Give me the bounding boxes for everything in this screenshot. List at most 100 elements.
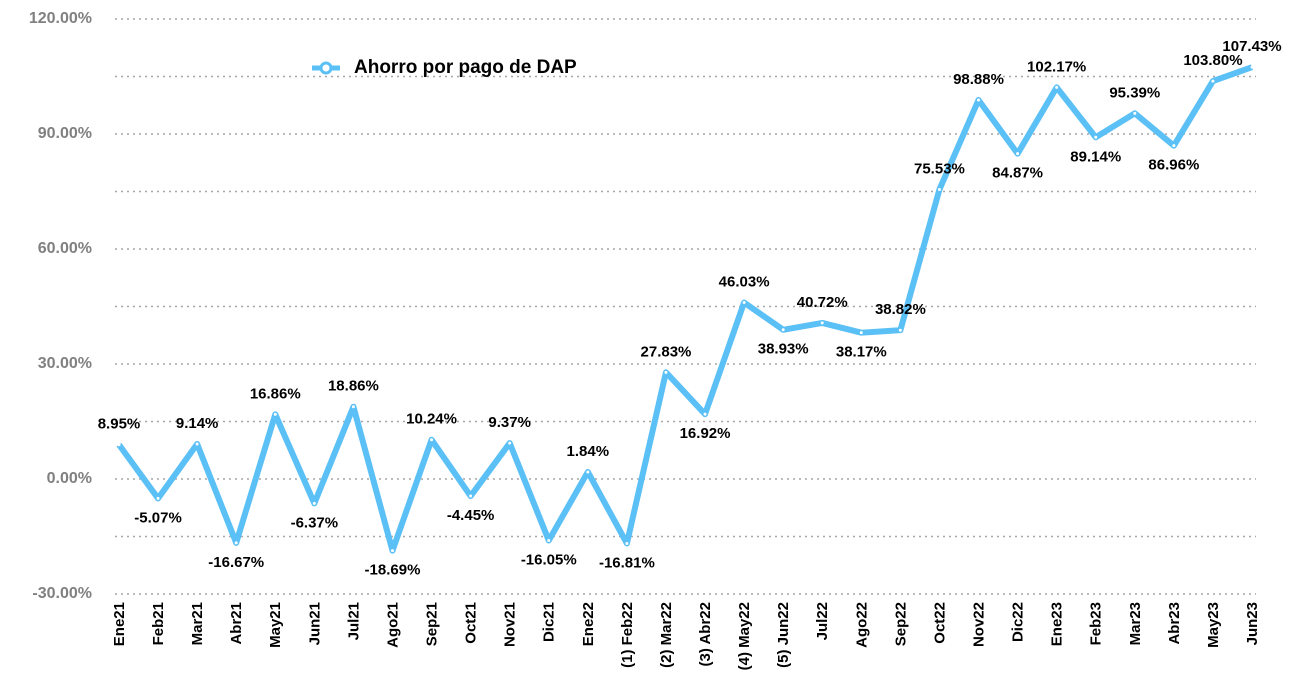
point (508, 441, 512, 445)
data-label: 8.95% (98, 416, 141, 433)
x-tick-label: Dic21 (541, 602, 558, 642)
x-tick-label: May23 (1205, 602, 1222, 648)
x-tick-label: (3) Abr22 (697, 602, 714, 666)
point (547, 539, 551, 543)
point (742, 301, 746, 305)
point (1094, 135, 1098, 139)
x-tick-label: (2) Mar22 (658, 602, 675, 668)
y-tick-label: -30.00% (32, 585, 92, 602)
point (234, 541, 238, 545)
point (898, 328, 902, 332)
data-label: -5.07% (134, 509, 182, 526)
data-label: -16.05% (521, 551, 577, 568)
data-label: 46.03% (719, 274, 770, 291)
x-tick-label: (4) May22 (736, 602, 753, 670)
point (156, 496, 160, 500)
data-label: 38.93% (758, 341, 809, 358)
point (430, 438, 434, 442)
series-line (116, 64, 1254, 554)
point (586, 470, 590, 474)
x-tick-label: Oct21 (463, 602, 480, 644)
x-tick-label: Jun23 (1244, 602, 1261, 645)
point (820, 321, 824, 325)
x-tick-label: Feb23 (1088, 602, 1105, 645)
data-label: -16.67% (208, 554, 264, 571)
point (1211, 79, 1215, 83)
data-label: 10.24% (406, 411, 457, 428)
data-label: 95.39% (1109, 84, 1160, 101)
y-tick-label: 120.00% (29, 10, 92, 27)
data-label: 9.37% (488, 414, 531, 431)
point (937, 187, 941, 191)
x-tick-label: Ago22 (853, 602, 870, 648)
x-tick-label: Mar21 (189, 602, 206, 645)
x-tick-label: Mar23 (1127, 602, 1144, 645)
point (1172, 144, 1176, 148)
data-label: -16.81% (599, 554, 655, 571)
data-label: 98.88% (953, 71, 1004, 88)
point (703, 412, 707, 416)
legend-label: Ahorro por pago de DAP (354, 57, 577, 78)
data-label: -18.69% (365, 562, 421, 579)
x-tick-label: Jul22 (814, 602, 831, 640)
legend-marker (319, 61, 333, 75)
data-label: 89.14% (1070, 148, 1121, 165)
y-tick-label: 0.00% (47, 470, 92, 487)
x-tick-label: May21 (267, 602, 284, 648)
point (390, 549, 394, 553)
x-tick-label: Ene21 (111, 602, 128, 646)
x-tick-label: Ago21 (384, 602, 401, 648)
data-label: 84.87% (992, 165, 1043, 182)
x-tick-label: Abr21 (228, 602, 245, 645)
data-label: 38.82% (875, 301, 926, 318)
x-tick-label: Jul21 (345, 602, 362, 640)
data-label: 1.84% (567, 443, 610, 460)
data-label: -6.37% (291, 514, 339, 531)
point (312, 501, 316, 505)
point (351, 405, 355, 409)
point (977, 98, 981, 102)
point (469, 494, 473, 498)
point (117, 443, 121, 447)
x-tick-label: Nov21 (502, 602, 519, 647)
point (1055, 85, 1059, 89)
x-tick-label: Dic22 (1010, 602, 1027, 642)
data-label: 86.96% (1148, 157, 1199, 174)
x-tick-label: Jun21 (306, 602, 323, 645)
data-label: 107.43% (1222, 38, 1281, 55)
x-tick-label: Sep22 (892, 602, 909, 646)
x-tick-label: Feb21 (150, 602, 167, 645)
y-tick-label: 60.00% (38, 240, 92, 257)
x-tick-label: Ene22 (580, 602, 597, 646)
data-label: 16.92% (680, 425, 731, 442)
y-tick-label: 30.00% (38, 355, 92, 372)
data-label: 38.17% (836, 344, 887, 361)
x-tick-label: (5) Jun22 (775, 602, 792, 668)
point (273, 412, 277, 416)
x-tick-label: (1) Feb22 (619, 602, 636, 668)
x-tick-label: Ene23 (1049, 602, 1066, 646)
x-tick-label: Abr23 (1166, 602, 1183, 645)
data-label: 16.86% (250, 385, 301, 402)
data-label: 27.83% (641, 343, 692, 360)
y-tick-label: 90.00% (38, 125, 92, 142)
point (1016, 152, 1020, 156)
data-label: 9.14% (176, 415, 219, 432)
data-label: -4.45% (447, 507, 495, 524)
x-tick-label: Nov22 (970, 602, 987, 647)
data-label: 75.53% (914, 160, 965, 177)
data-label: 40.72% (797, 294, 848, 311)
point (664, 370, 668, 374)
point (781, 328, 785, 332)
point (625, 541, 629, 545)
point (195, 442, 199, 446)
point (859, 331, 863, 335)
point (1250, 65, 1254, 69)
x-tick-label: Sep21 (424, 602, 441, 646)
data-label: 102.17% (1027, 58, 1086, 75)
data-label: 103.80% (1183, 52, 1242, 69)
data-label: 18.86% (328, 378, 379, 395)
point (1133, 111, 1137, 115)
x-tick-label: Oct22 (931, 602, 948, 644)
